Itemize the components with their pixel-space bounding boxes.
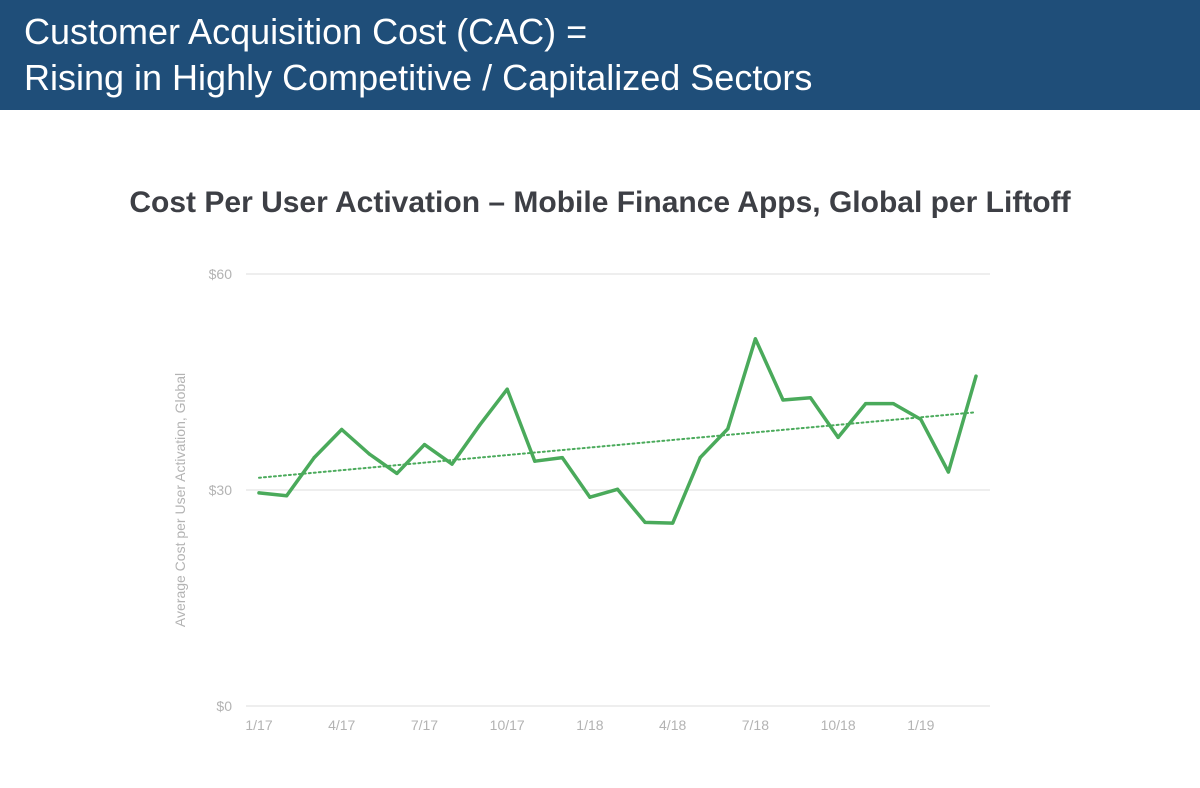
x-tick-label: 1/17 bbox=[245, 717, 272, 733]
x-tick-label: 1/19 bbox=[907, 717, 934, 733]
y-tick-label: $30 bbox=[209, 482, 233, 498]
data-point bbox=[864, 402, 868, 406]
data-point bbox=[671, 521, 675, 525]
data-point bbox=[698, 456, 702, 460]
data-point bbox=[560, 456, 564, 460]
x-tick-label: 10/18 bbox=[821, 717, 856, 733]
data-point bbox=[808, 396, 813, 400]
data-point bbox=[422, 443, 427, 447]
data-point bbox=[753, 337, 757, 341]
data-point bbox=[615, 487, 620, 491]
data-point bbox=[836, 435, 840, 440]
trendline bbox=[258, 411, 977, 479]
y-axis-label: Average Cost per User Activation, Global bbox=[172, 373, 188, 627]
data-point bbox=[974, 374, 978, 378]
data-point bbox=[340, 427, 344, 432]
x-tick-label: 7/17 bbox=[411, 717, 438, 733]
slide-title-line-1: Customer Acquisition Cost (CAC) = bbox=[24, 11, 588, 52]
x-tick-label: 4/17 bbox=[328, 717, 355, 733]
data-point bbox=[588, 495, 592, 499]
data-point bbox=[946, 470, 951, 474]
y-tick-label: $60 bbox=[209, 266, 233, 282]
data-point bbox=[726, 427, 730, 431]
x-tick-label: 10/17 bbox=[490, 717, 525, 733]
data-point bbox=[367, 452, 371, 456]
title-banner: Customer Acquisition Cost (CAC) = Rising… bbox=[0, 0, 1200, 110]
series-line bbox=[257, 337, 978, 525]
data-point bbox=[395, 471, 399, 476]
slide-title-line-2: Rising in Highly Competitive / Capitaliz… bbox=[24, 57, 813, 98]
data-point bbox=[257, 491, 261, 495]
data-point bbox=[533, 459, 537, 463]
chart-title: Cost Per User Activation – Mobile Financ… bbox=[129, 186, 1071, 219]
x-tick-label: 7/18 bbox=[742, 717, 769, 733]
x-tick-label: 1/18 bbox=[576, 717, 603, 733]
data-point bbox=[284, 494, 289, 498]
data-point bbox=[643, 520, 647, 525]
data-point bbox=[505, 387, 509, 391]
x-tick-label: 4/18 bbox=[659, 717, 686, 733]
data-point bbox=[919, 417, 923, 422]
data-point bbox=[891, 402, 895, 406]
data-point bbox=[781, 398, 785, 402]
data-point bbox=[478, 423, 482, 427]
y-tick-label: $0 bbox=[216, 698, 232, 714]
data-point bbox=[450, 462, 454, 466]
data-point bbox=[312, 456, 316, 460]
